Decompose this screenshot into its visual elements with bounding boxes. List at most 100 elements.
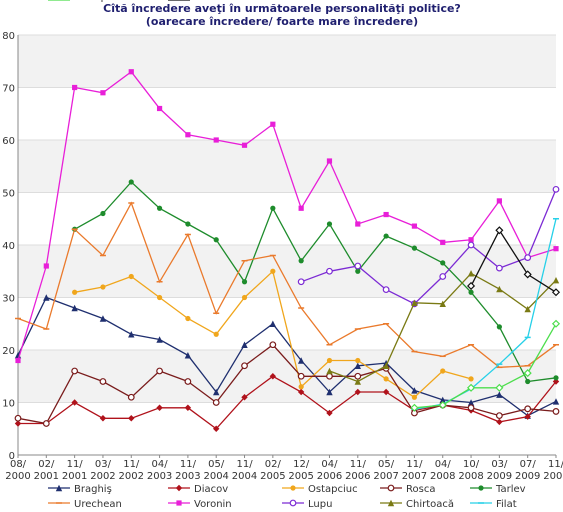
series-chirtoaca xyxy=(326,270,560,385)
legend-swatch-marker xyxy=(175,484,183,492)
x-tick-label: 2009 xyxy=(487,471,512,482)
data-point-rosca xyxy=(99,378,107,385)
data-point-tarlev xyxy=(383,233,389,239)
x-tick-label: 03/ xyxy=(95,459,112,470)
x-tick-label: 02/ xyxy=(265,459,282,470)
legend-swatch-marker xyxy=(55,484,63,492)
data-point-ostapciuc xyxy=(326,357,333,364)
x-tick-label: 11/ xyxy=(67,459,84,470)
x-tick-label: 2008 xyxy=(430,471,455,482)
y-tick-label: 10 xyxy=(2,399,15,410)
x-tick-label: 2009 xyxy=(543,471,563,482)
legend-label: Ostapciuc xyxy=(308,484,358,495)
series-voronin xyxy=(15,69,559,364)
legend-label: Braghiş xyxy=(74,484,112,495)
data-point-chirtoaca xyxy=(552,276,560,284)
data-point-tarlev xyxy=(326,221,333,227)
data-point-tarlev xyxy=(100,210,106,217)
data-point-ostapciuc xyxy=(156,294,163,301)
data-point-chirtoaca xyxy=(411,299,418,306)
series-line-greceanii xyxy=(470,228,557,293)
series-line-lupu xyxy=(300,189,557,305)
data-point-tarlev xyxy=(440,260,446,266)
x-tick-label: 04/ xyxy=(152,459,169,470)
plot-background xyxy=(18,35,556,455)
legend-swatch-marker xyxy=(290,485,296,491)
data-point-voronin xyxy=(156,105,163,112)
data-point-ghimpu xyxy=(410,403,419,412)
legend-label: Filat xyxy=(496,499,517,510)
data-point-diacov xyxy=(326,409,333,417)
data-point-lupu xyxy=(467,241,475,249)
data-point-greceanii xyxy=(523,270,532,279)
data-point-diacov xyxy=(297,388,305,396)
data-point-tarlev xyxy=(213,237,219,243)
data-point-diacov xyxy=(71,399,78,406)
x-tick-label: 2003 xyxy=(175,471,200,482)
chart-title: Cîtă încredere aveţi în următoarele pers… xyxy=(103,2,461,15)
legend-item-ostapciuc: Ostapciuc xyxy=(282,484,358,495)
legend-label: Urechean xyxy=(74,499,122,510)
x-tick-label: 2002 xyxy=(90,471,115,482)
data-point-lupu xyxy=(326,267,333,275)
data-point-ostapciuc xyxy=(298,384,304,390)
data-point-chirtoaca xyxy=(382,362,390,369)
data-point-braghis xyxy=(552,398,560,405)
y-tick-label: 30 xyxy=(2,294,15,305)
data-point-rosca xyxy=(184,378,192,385)
data-point-diacov xyxy=(14,420,22,427)
data-point-diacov xyxy=(354,388,361,396)
data-point-rosca xyxy=(552,408,560,415)
data-point-voronin xyxy=(440,239,446,245)
x-tick-label: 08/ xyxy=(10,459,27,470)
data-point-diacov xyxy=(184,404,192,411)
data-point-lupu xyxy=(297,278,305,286)
data-point-braghis xyxy=(297,357,305,364)
x-tick-label: 2008 xyxy=(458,471,483,482)
data-point-braghis xyxy=(156,336,163,343)
data-point-braghis xyxy=(411,387,418,394)
series-rosca xyxy=(14,341,560,427)
legend-label: Greceanîi xyxy=(194,0,241,3)
legend: Braghiş Diacov Ostapciuc Rosca Tarlev Urechea… xyxy=(48,0,526,510)
x-tick-label: 2001 xyxy=(62,471,87,482)
legend-label: Voronin xyxy=(194,499,232,510)
data-point-lupu xyxy=(382,286,390,294)
plot-band xyxy=(18,192,556,245)
data-point-lupu xyxy=(552,185,560,193)
data-point-tarlev xyxy=(185,221,191,227)
data-point-tarlev xyxy=(468,289,474,295)
data-point-ostapciuc xyxy=(383,376,389,382)
y-tick-label: 20 xyxy=(2,346,15,357)
x-tick-label: 02/ xyxy=(38,459,55,470)
plot-band xyxy=(18,245,556,298)
legend-label: Ghimpu xyxy=(74,0,113,3)
legend-item-filat: Filat xyxy=(470,499,517,510)
x-tick-label: 2009 xyxy=(515,471,540,482)
data-point-tarlev xyxy=(298,258,304,264)
data-point-braghis xyxy=(99,315,107,322)
legend-swatch-marker xyxy=(387,499,395,507)
data-point-voronin xyxy=(15,357,21,364)
data-point-ostapciuc xyxy=(100,284,106,290)
data-point-ostapciuc xyxy=(440,368,446,374)
plot-band xyxy=(18,402,556,455)
data-point-voronin xyxy=(298,205,304,211)
data-point-ghimpu xyxy=(467,383,476,392)
data-point-lupu xyxy=(495,264,503,272)
data-point-rosca xyxy=(467,404,475,412)
legend-label: Lupu xyxy=(308,499,332,510)
data-point-tarlev xyxy=(411,245,418,251)
series-diacov xyxy=(14,373,560,432)
data-point-braghis xyxy=(43,294,50,301)
data-point-voronin xyxy=(270,121,276,127)
x-tick-label: 11/ xyxy=(548,459,563,470)
plot-band xyxy=(18,35,556,88)
data-point-braghis xyxy=(439,396,446,404)
data-point-ostapciuc xyxy=(355,357,361,364)
series-line-voronin xyxy=(17,70,557,361)
data-point-chirtoaca xyxy=(439,300,446,307)
x-tick-label: 11/ xyxy=(180,459,197,470)
x-tick-label: 2005 xyxy=(260,471,285,482)
data-point-rosca xyxy=(297,372,305,380)
